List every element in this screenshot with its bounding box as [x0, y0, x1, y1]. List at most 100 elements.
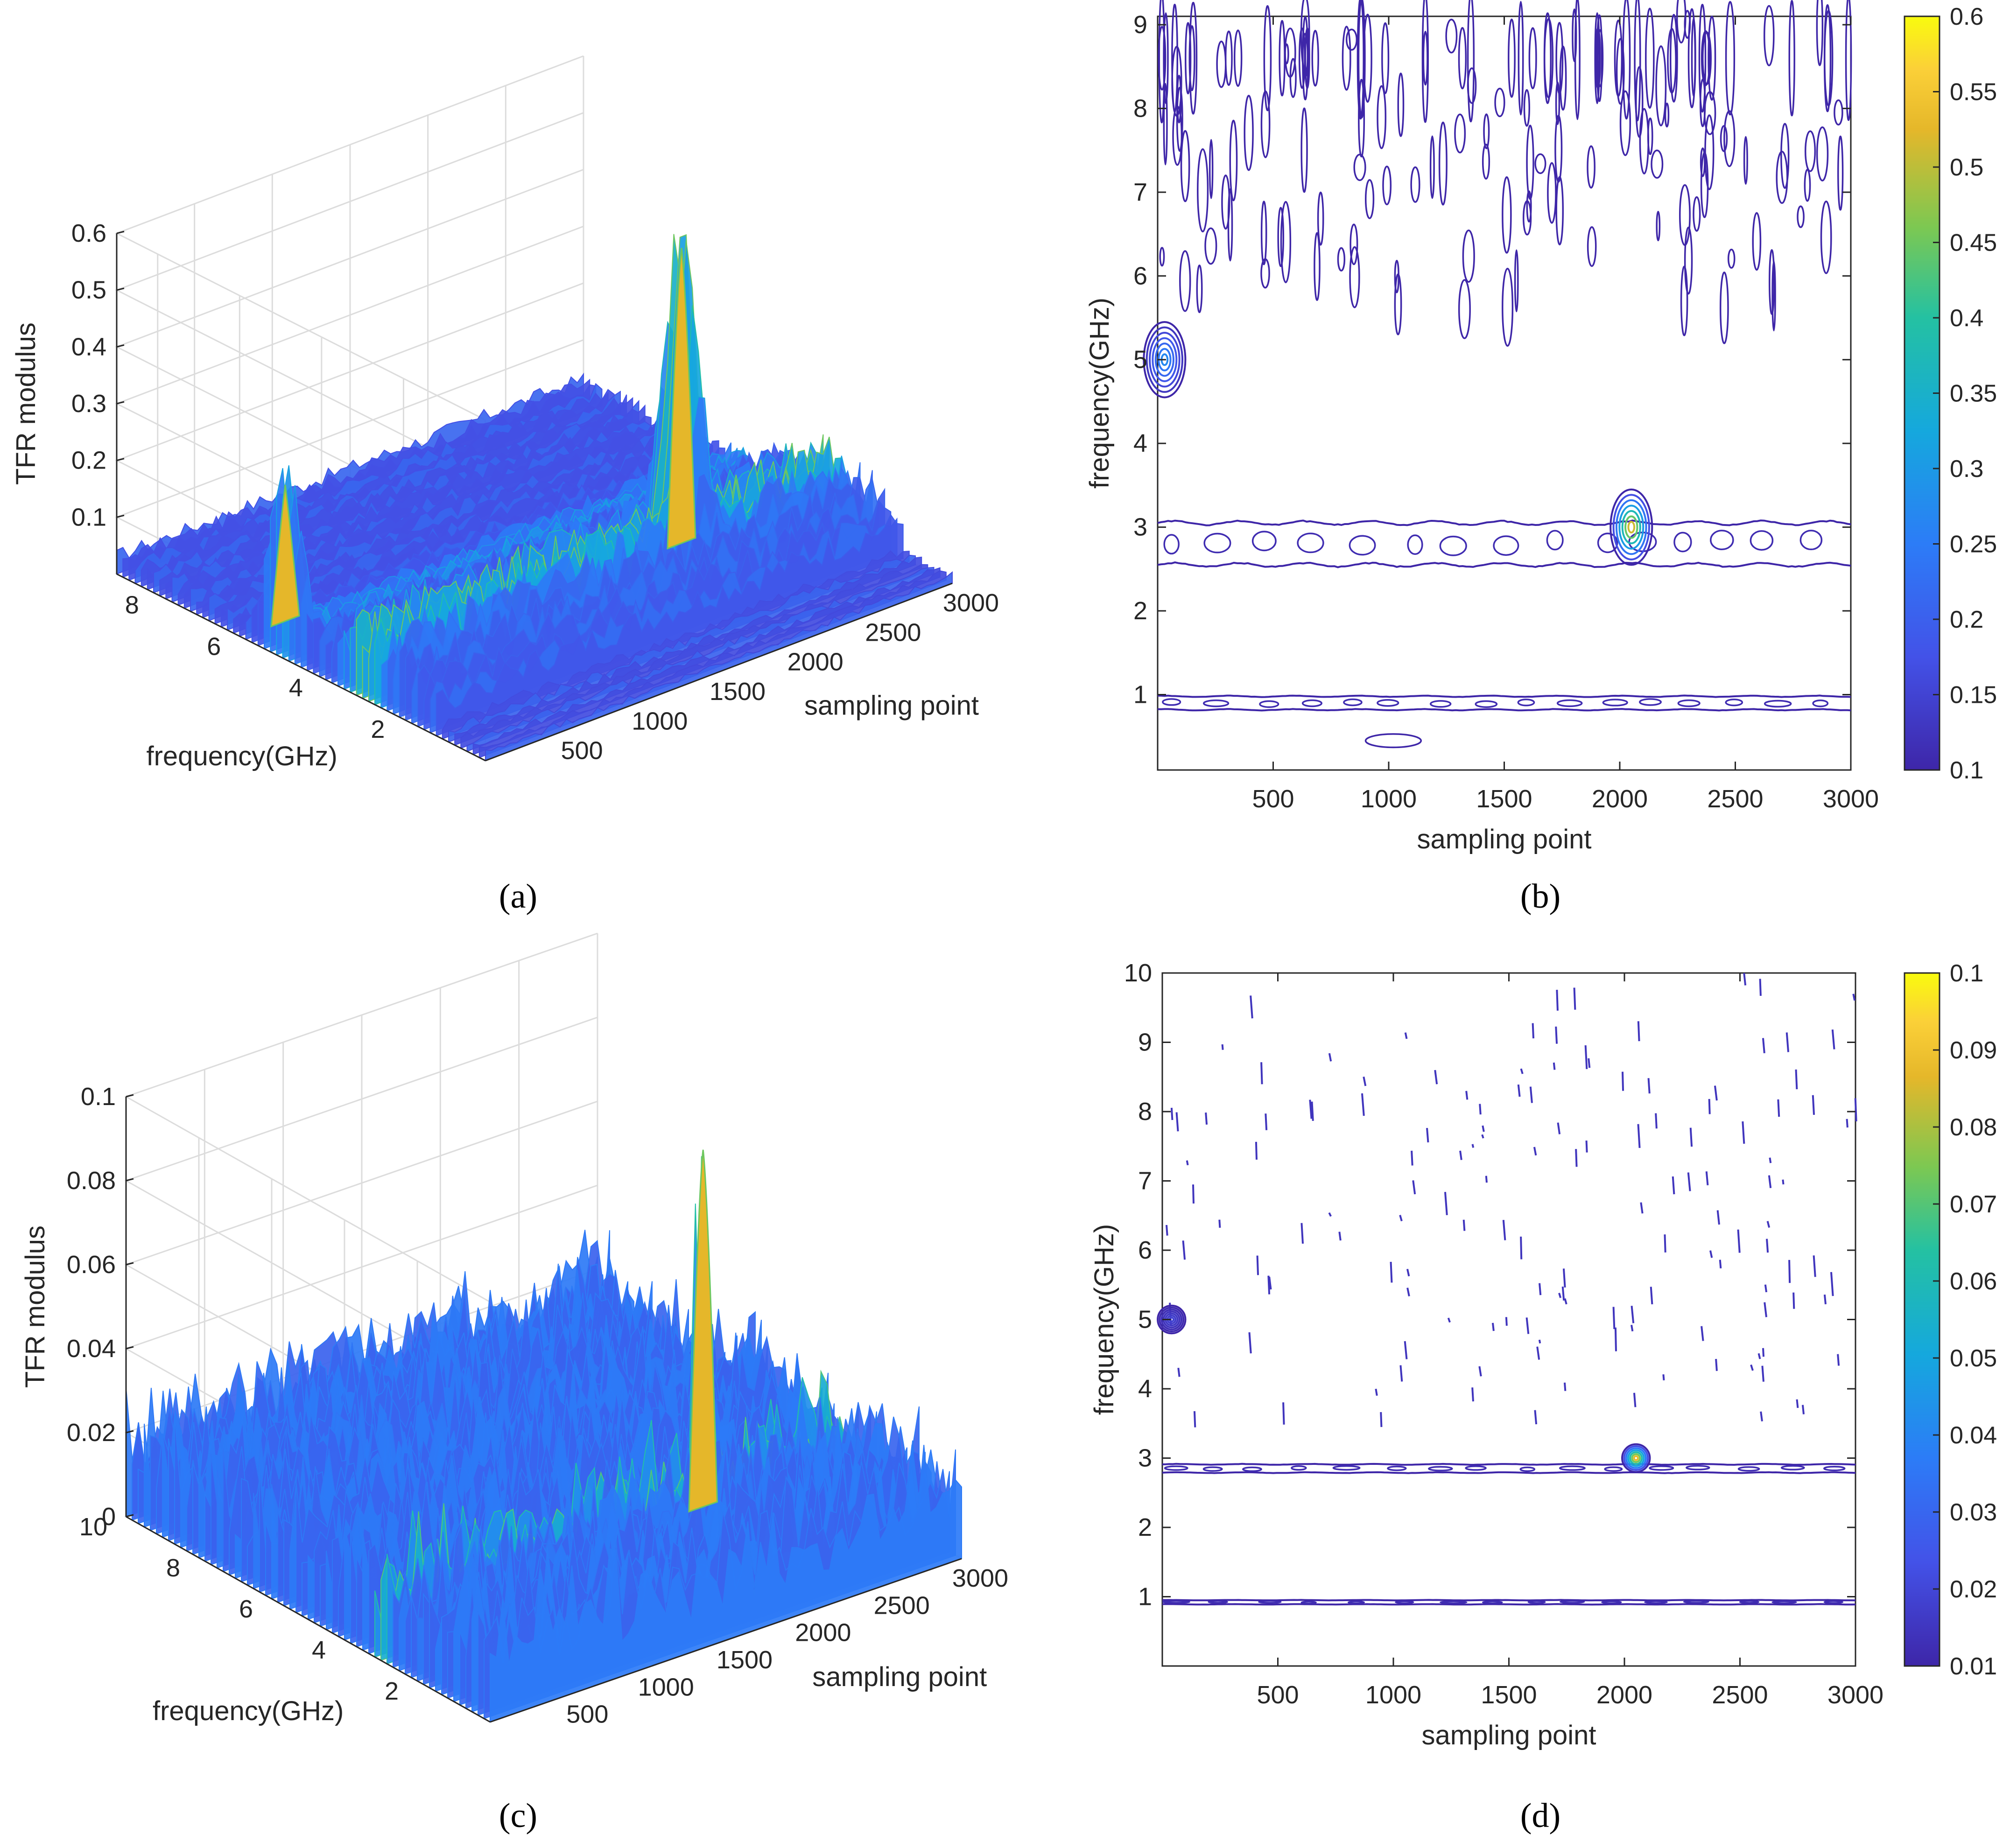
contour-hotspot-ring	[1609, 488, 1653, 566]
contour-island	[1407, 534, 1423, 555]
contour-speck	[1502, 1220, 1506, 1240]
contour-speck	[1520, 1068, 1524, 1074]
y-tick-label: 6	[207, 632, 221, 660]
colorbar	[1904, 972, 1940, 1667]
contour-speck	[1720, 125, 1728, 152]
y-tick-label: 4	[289, 674, 303, 702]
colorbar-tick-label: 0.04	[1950, 1422, 1997, 1449]
contour-speck	[1788, 0, 1795, 117]
colorbar-tick-label: 0.08	[1950, 1114, 1997, 1141]
contour-speck	[1502, 267, 1514, 347]
contour-speck	[1709, 1250, 1713, 1258]
colorbar-tick-label: 0.3	[1950, 455, 1983, 483]
contour-speck	[1179, 250, 1191, 312]
contour-speck	[1622, 0, 1631, 120]
contour-speck	[1314, 232, 1321, 301]
contour-speck	[1502, 176, 1512, 254]
contour-speck	[1458, 27, 1467, 90]
y-tick-label: 6	[1138, 1236, 1152, 1264]
contour-island	[1527, 1600, 1546, 1604]
x-tick-label: 2500	[865, 618, 921, 646]
z-tick-mark	[126, 1430, 134, 1434]
contour-speck	[1761, 1365, 1764, 1382]
y-axis-label: frequency(GHz)	[1084, 298, 1115, 489]
contour-island	[1597, 532, 1618, 553]
contour-speck	[1759, 979, 1762, 996]
contour-speck	[1471, 1144, 1475, 1148]
contour-speck	[1630, 1324, 1634, 1332]
contour-speck	[1328, 1053, 1332, 1062]
colorbar-tick-label: 0.09	[1950, 1037, 1997, 1064]
y-axis-label: frequency(GHz)	[153, 1696, 344, 1726]
contour-island	[1601, 1600, 1622, 1604]
y-tick-label: 6	[1133, 262, 1147, 290]
contour-speck	[1837, 135, 1844, 211]
contour-hotspot-ring	[1633, 1455, 1639, 1461]
contour-speck	[1505, 1317, 1508, 1326]
contour-speck	[1533, 1147, 1537, 1156]
contour-speck	[1491, 1323, 1495, 1331]
contour-speck	[1543, 18, 1554, 98]
contour-speck	[1205, 1112, 1208, 1125]
contour-speck	[1280, 201, 1292, 283]
contour-speck	[1159, 246, 1165, 267]
contour-speck	[1485, 1176, 1488, 1183]
contour-speck	[1523, 89, 1531, 127]
contour-speck	[1444, 1192, 1448, 1215]
contour-speck	[1804, 130, 1816, 172]
x-tick-label: 500	[561, 737, 603, 765]
z-axis-label: TFR modulus	[11, 322, 41, 485]
contour-speck	[1792, 1292, 1795, 1309]
contour-speck	[1536, 1346, 1540, 1360]
contour-speck	[1289, 58, 1297, 98]
contour-speck	[1664, 102, 1670, 128]
contour-speck	[1650, 1287, 1653, 1305]
contour-speck	[1381, 22, 1390, 94]
contour-speck	[1518, 0, 1524, 116]
contour-speck	[1260, 1062, 1263, 1085]
z-tick-mark	[126, 1094, 134, 1098]
contour-speck	[1438, 121, 1448, 206]
contour-speck	[1812, 1095, 1815, 1115]
contour-speck	[1309, 1099, 1313, 1119]
contour-speck	[1176, 86, 1183, 152]
caption-c: (c)	[499, 1797, 537, 1835]
y-tick-label: 1	[1133, 681, 1147, 709]
contour-speck	[1353, 154, 1366, 181]
colorbar-tick-label: 0.2	[1950, 606, 1983, 633]
contour-hotspot-ring	[1625, 1447, 1647, 1469]
contour-hotspot-ring	[1152, 337, 1178, 382]
y-tick-label: 2	[1133, 597, 1147, 625]
contour-speck	[1300, 107, 1308, 193]
z-tick-label: 0.3	[71, 390, 106, 418]
contour-speck	[1656, 210, 1661, 241]
surface-peak	[667, 248, 696, 550]
x-tick-label: 2000	[795, 1619, 851, 1647]
contour-island	[1739, 1600, 1760, 1604]
contour-speck	[1757, 1353, 1761, 1359]
contour-speck	[1727, 248, 1736, 269]
contour-speck	[1708, 15, 1716, 101]
contour-island	[1602, 699, 1628, 707]
contour-speck	[1196, 264, 1203, 313]
y-tick-label: 2	[385, 1677, 399, 1705]
contour-hotspot-ring	[1154, 343, 1174, 377]
x-tick-label: 500	[1257, 1681, 1299, 1709]
contour-speck	[1702, 31, 1712, 85]
contour-speck	[1377, 85, 1387, 149]
contour-band-line	[1162, 1471, 1856, 1474]
contour-speck	[1679, 184, 1691, 246]
contour-speck	[1830, 1272, 1834, 1296]
z-tick-label: 0.2	[71, 447, 106, 475]
colorbar-tick-label: 0.05	[1950, 1345, 1997, 1372]
contour-island	[1683, 1600, 1709, 1604]
contour-speck	[1647, 117, 1653, 155]
contour-speck	[1588, 1058, 1591, 1068]
contour-island	[1812, 700, 1829, 707]
contour-speck	[1562, 1268, 1566, 1288]
contour-speck	[1357, 0, 1366, 119]
contour-speck	[1834, 99, 1843, 126]
contour-speck	[1797, 205, 1805, 228]
contour-speck	[1482, 143, 1490, 180]
z-tick-mark	[126, 1178, 134, 1182]
